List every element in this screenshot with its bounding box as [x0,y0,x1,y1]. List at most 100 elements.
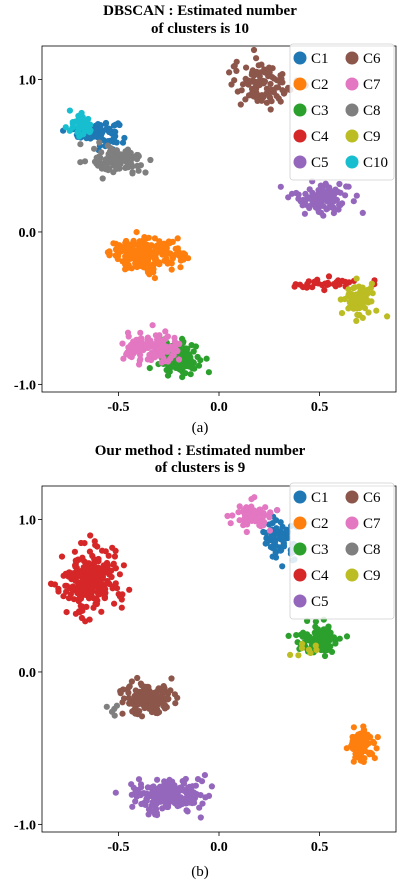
data-point [241,511,248,518]
data-point [332,640,339,647]
data-point [233,67,240,74]
data-point [306,203,313,210]
series-c9 [287,640,320,659]
data-point [263,99,270,106]
data-point [123,237,130,245]
data-point [346,279,353,286]
data-point [306,186,313,193]
data-point [133,155,140,162]
data-point [87,532,94,539]
data-point [143,258,150,265]
series-c7 [119,322,183,368]
data-point [361,287,368,294]
y-tick-label: 1.0 [19,74,37,89]
data-point [278,547,285,554]
data-point [112,547,119,554]
legend-label: C1 [311,490,329,506]
data-point [111,712,118,719]
data-point [227,520,234,527]
data-point [262,504,269,511]
axis-ticks: -0.5 0.0 0.5 1.0 0.0 -1.0 [14,74,328,415]
series-c5 [112,772,215,821]
data-point [267,106,274,113]
data-point [121,157,128,164]
data-point [309,284,316,291]
data-point [133,229,140,236]
series-c6 [117,674,181,720]
data-point [170,352,177,359]
data-point [119,699,126,706]
data-point [116,121,123,129]
data-point [266,521,273,528]
data-point [127,149,134,156]
data-point [66,107,73,114]
data-point [199,800,206,807]
data-point [92,595,99,602]
data-point [359,314,366,321]
x-tick-label: 0.5 [311,840,329,855]
legend-marker [345,103,359,117]
data-point [83,585,90,592]
data-point [125,694,132,701]
data-point [320,626,327,633]
data-point [177,257,184,264]
data-point [188,342,195,349]
data-point [163,803,171,811]
data-point [146,351,153,358]
data-point [71,570,78,577]
chart-subtitle: of clusters is 9 [155,460,245,476]
legend-box [289,482,395,620]
data-point [108,567,115,574]
data-point [126,586,133,593]
data-point [168,266,175,273]
data-point [299,284,307,291]
data-point [116,242,123,249]
data-point [345,293,352,300]
data-point [184,808,191,815]
data-point [312,202,319,209]
data-point [133,264,141,271]
data-point [301,210,308,217]
data-point [144,251,151,258]
data-point [198,778,206,785]
data-point [91,145,98,152]
data-point [337,201,344,209]
data-point [324,279,331,286]
data-point [112,789,119,796]
data-point [150,262,157,269]
data-point [78,539,85,547]
data-point [155,785,162,792]
data-point [69,124,76,131]
legend-marker [293,490,307,504]
data-point [146,365,153,372]
data-point [243,504,250,511]
data-point [355,744,362,752]
y-tick-label: 1.0 [19,514,37,529]
data-point [350,198,357,205]
x-tick-label: 0.0 [210,840,228,855]
data-point [91,538,98,545]
data-point [164,333,171,340]
data-point [180,364,187,371]
data-point [140,697,147,704]
legend-label: C7 [363,77,381,93]
data-point [302,190,309,197]
data-point [131,344,138,351]
data-point [145,811,152,818]
data-point [77,602,84,610]
data-point [152,811,159,818]
data-point [121,134,128,142]
data-point [120,355,127,362]
data-point [169,778,176,785]
data-point [62,124,69,131]
data-point [323,206,330,213]
data-point [265,512,272,519]
legend-label: C4 [311,129,329,145]
legend: C1 C2 C3 C4 C5 C6 C7 C8 C9 [289,482,395,620]
data-point [78,614,85,622]
data-point [113,585,121,592]
legend-label: C10 [363,155,388,171]
data-point [149,690,156,697]
legend-label: C7 [363,516,381,532]
legend-label: C4 [311,568,329,584]
